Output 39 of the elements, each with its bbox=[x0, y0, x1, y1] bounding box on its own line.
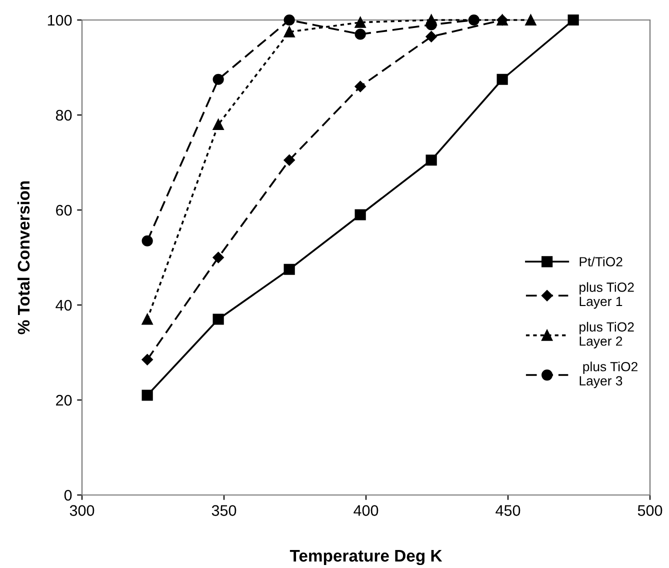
point bbox=[284, 14, 295, 26]
point bbox=[354, 80, 366, 92]
legend-label: Pt/TiO2 bbox=[580, 256, 622, 266]
point bbox=[212, 252, 224, 264]
y-tick-label: 0 bbox=[64, 490, 72, 501]
x-tick-label: 300 bbox=[70, 505, 94, 516]
point bbox=[142, 235, 153, 246]
point bbox=[354, 209, 366, 220]
point bbox=[142, 314, 153, 325]
point bbox=[354, 28, 366, 40]
point bbox=[426, 14, 437, 26]
legend-label: plus TiO2 Layer 1 bbox=[580, 282, 634, 309]
point bbox=[496, 74, 508, 85]
legend-label: plus TiO2 Layer 3 bbox=[580, 362, 638, 388]
point bbox=[284, 26, 295, 38]
point bbox=[142, 390, 153, 401]
y-tick-label: 60 bbox=[56, 204, 72, 216]
x-tick-label: 500 bbox=[638, 505, 662, 516]
point bbox=[525, 14, 536, 26]
point bbox=[426, 154, 437, 166]
point bbox=[142, 354, 153, 366]
x-tick-label: 350 bbox=[212, 505, 236, 516]
y-tick-label: 80 bbox=[56, 110, 72, 121]
point bbox=[354, 16, 366, 28]
point bbox=[212, 118, 224, 130]
y-axis-title: % Total Conversion bbox=[17, 181, 30, 334]
y-tick-label: 20 bbox=[56, 394, 72, 406]
x-axis-title: Temperature Deg K bbox=[290, 550, 442, 566]
y-tick-label: 40 bbox=[56, 300, 72, 311]
legend-label: plus TiO2 Layer 2 bbox=[580, 322, 634, 348]
point bbox=[284, 154, 295, 166]
y-tick-label: 100 bbox=[48, 14, 72, 26]
point bbox=[284, 264, 295, 275]
x-tick-label: 400 bbox=[354, 505, 378, 516]
x-tick-label: 450 bbox=[496, 505, 520, 516]
point bbox=[426, 31, 437, 42]
point bbox=[212, 314, 224, 325]
point bbox=[568, 14, 579, 26]
point bbox=[212, 74, 224, 85]
